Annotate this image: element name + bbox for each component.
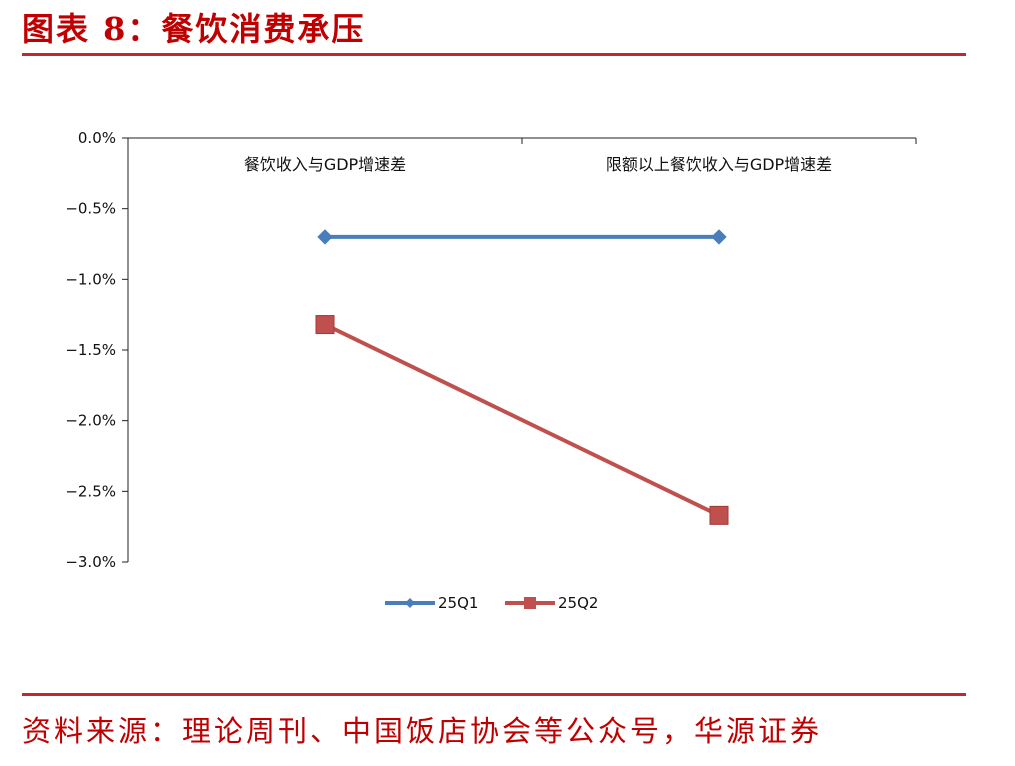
legend-marker: [405, 598, 415, 608]
legend-label: 25Q1: [438, 594, 478, 612]
figure-title: 图表 8：餐饮消费承压: [22, 10, 366, 48]
y-tick-label: −2.0%: [65, 412, 116, 430]
category-label: 限额以上餐饮收入与GDP增速差: [606, 155, 832, 174]
chart-axes: [127, 137, 917, 562]
legend-marker: [524, 597, 536, 609]
y-tick-label: −1.5%: [65, 341, 116, 359]
y-tick-label: 0.0%: [78, 129, 116, 147]
y-axis-ticks: 0.0% −0.5% −1.0% −1.5% −2.0% −2.5% −3.0%: [65, 129, 128, 571]
series-line-25Q2: [324, 322, 720, 518]
data-point-25Q2: [315, 315, 335, 335]
data-point-25Q1: [711, 229, 727, 245]
source-divider: [22, 693, 966, 696]
title-divider: [22, 53, 966, 56]
data-point-25Q2: [709, 505, 729, 525]
category-label: 餐饮收入与GDP增速差: [244, 155, 406, 174]
y-tick-label: −2.5%: [65, 482, 116, 500]
chart-legend: 25Q1 25Q2: [385, 594, 598, 612]
category-labels: 餐饮收入与GDP增速差 限额以上餐饮收入与GDP增速差: [244, 155, 832, 174]
series-layer: [315, 229, 729, 525]
source-note: 资料来源：理论周刊、中国饭店协会等公众号，华源证券: [22, 714, 823, 748]
y-tick-label: −0.5%: [65, 200, 116, 218]
legend-label: 25Q2: [558, 594, 598, 612]
data-point-25Q1: [317, 229, 333, 245]
y-tick-label: −3.0%: [65, 553, 116, 571]
y-tick-label: −1.0%: [65, 270, 116, 288]
